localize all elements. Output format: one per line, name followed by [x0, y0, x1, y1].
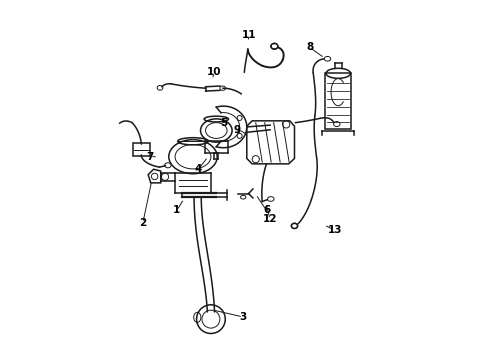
Text: 13: 13: [327, 225, 342, 235]
Text: 4: 4: [195, 164, 202, 174]
Text: 2: 2: [139, 218, 147, 228]
Text: 11: 11: [242, 30, 256, 40]
Text: 7: 7: [147, 152, 154, 162]
Text: 12: 12: [263, 215, 277, 224]
Text: 5: 5: [220, 118, 227, 128]
Text: 9: 9: [234, 125, 241, 135]
Text: 3: 3: [240, 312, 247, 322]
Text: 10: 10: [207, 67, 222, 77]
Text: 6: 6: [263, 206, 270, 216]
Text: 8: 8: [306, 42, 313, 52]
Text: 1: 1: [173, 206, 180, 216]
